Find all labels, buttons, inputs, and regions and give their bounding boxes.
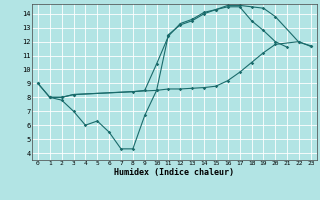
X-axis label: Humidex (Indice chaleur): Humidex (Indice chaleur) bbox=[115, 168, 234, 177]
